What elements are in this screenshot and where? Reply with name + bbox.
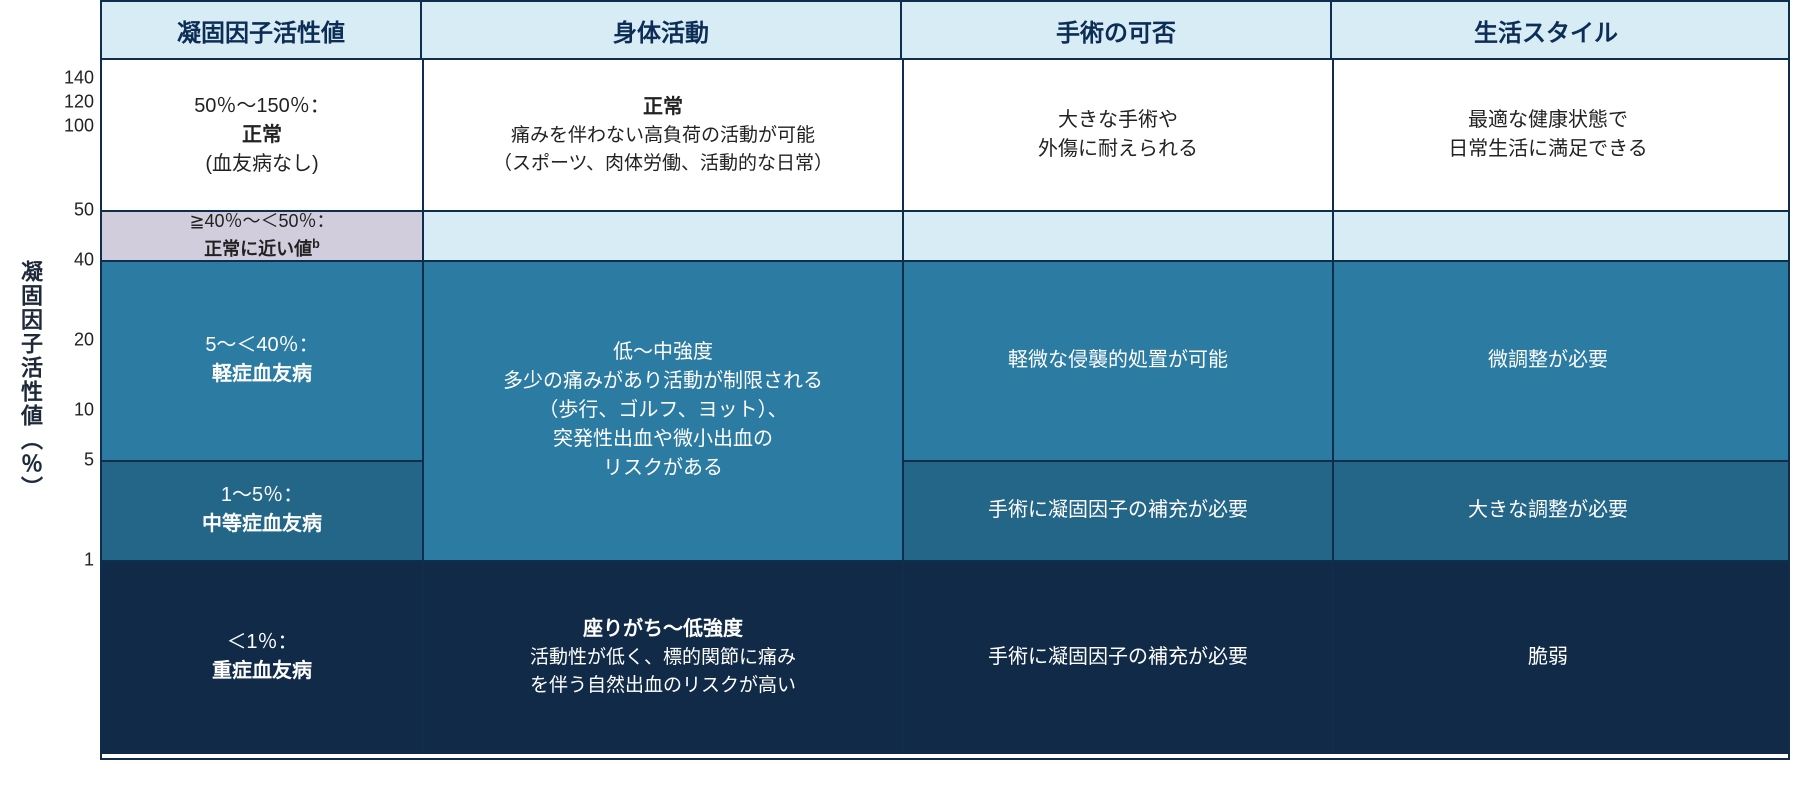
cell-mild-factor: 5〜＜40％： 軽症血友病 — [102, 260, 422, 460]
row-divider — [102, 460, 422, 462]
y-axis-title-container: 凝固因子活性値（％） — [10, 0, 50, 760]
text: 外傷に耐えられる — [1038, 135, 1198, 164]
text-bold: 正常に近い値b — [204, 235, 320, 262]
row-near-normal: ≧40％〜＜50％： 正常に近い値b — [102, 210, 1788, 260]
y-tick: 20 — [74, 330, 94, 351]
row-normal: 50％〜150％： 正常 (血友病なし) 正常 痛みを伴わない高負荷の活動が可能… — [102, 60, 1788, 210]
text: 痛みを伴わない高負荷の活動が可能 — [511, 122, 815, 150]
y-tick: 5 — [84, 450, 94, 471]
text: 正常に近い値 — [204, 239, 312, 259]
y-tick: 10 — [74, 400, 94, 421]
cell-normal-lifestyle: 最適な健康状態で 日常生活に満足できる — [1332, 60, 1762, 210]
row-moderate: 1〜5％： 中等症血友病 手術に凝固因子の補充が必要 大きな調整が必要 — [102, 460, 1788, 560]
table-body: 50％〜150％： 正常 (血友病なし) 正常 痛みを伴わない高負荷の活動が可能… — [100, 60, 1788, 760]
row-mild: 5〜＜40％： 軽症血友病 軽微な侵襲的処置が可能 微調整が必要 — [102, 260, 1788, 460]
y-axis-title: 凝固因子活性値（％） — [14, 260, 46, 500]
text: 1〜5％： — [221, 481, 303, 510]
text: を伴う自然出血のリスクが高い — [530, 672, 796, 700]
text: 多少の痛みがあり活動が制限される — [503, 367, 823, 396]
cell-severe-surgery: 手術に凝固因子の補充が必要 — [902, 560, 1332, 754]
text: 最適な健康状態で — [1468, 106, 1628, 135]
text: 大きな手術や — [1058, 106, 1178, 135]
cell-nearnormal-factor: ≧40％〜＜50％： 正常に近い値b — [102, 210, 422, 260]
text: 50％〜150％： — [194, 92, 330, 121]
cell-severe-lifestyle: 脆弱 — [1332, 560, 1762, 754]
text-bold: 正常 — [643, 93, 683, 122]
cell-mild-moderate-activity-merged: 低〜中強度 多少の痛みがあり活動が制限される （歩行、ゴルフ、ヨット）、 突発性… — [422, 260, 902, 560]
text: （歩行、ゴルフ、ヨット）、 — [538, 396, 787, 425]
cell-nearnormal-activity-empty — [422, 210, 902, 260]
cell-severe-activity: 座りがち〜低強度 活動性が低く、標的関節に痛み を伴う自然出血のリスクが高い — [422, 560, 902, 754]
col-header-lifestyle: 生活スタイル — [1330, 2, 1760, 58]
cell-normal-surgery: 大きな手術や 外傷に耐えられる — [902, 60, 1332, 210]
text: (血友病なし) — [205, 150, 318, 179]
text-bold: 座りがち〜低強度 — [583, 615, 743, 644]
cell-mild-surgery: 軽微な侵襲的処置が可能 — [902, 260, 1332, 460]
text: ≧40％〜＜50％： — [189, 208, 334, 234]
row-divider — [902, 460, 1788, 462]
cell-moderate-lifestyle: 大きな調整が必要 — [1332, 460, 1762, 560]
text-bold: 軽症血友病 — [212, 360, 312, 389]
cell-normal-activity: 正常 痛みを伴わない高負荷の活動が可能 （スポーツ、肉体労働、活動的な日常） — [422, 60, 902, 210]
text-bold: 中等症血友病 — [202, 510, 322, 539]
table-grid: 凝固因子活性値 身体活動 手術の可否 生活スタイル 50％〜150％： 正常 (… — [100, 0, 1790, 760]
cell-mild-lifestyle: 微調整が必要 — [1332, 260, 1762, 460]
text: （スポーツ、肉体労働、活動的な日常） — [493, 150, 833, 178]
text: 日常生活に満足できる — [1448, 135, 1648, 164]
text: 活動性が低く、標的関節に痛み — [530, 644, 796, 672]
text: ＜1％： — [226, 628, 297, 657]
text: リスクがある — [603, 454, 723, 483]
y-tick: 40 — [74, 250, 94, 271]
text: 5〜＜40％： — [205, 331, 318, 360]
text-bold: 正常 — [242, 121, 282, 150]
y-tick: 140 — [64, 68, 94, 89]
cell-moderate-factor: 1〜5％： 中等症血友病 — [102, 460, 422, 560]
text: 突発性出血や微小出血の — [553, 425, 773, 454]
col-header-factor: 凝固因子活性値 — [100, 2, 420, 58]
y-tick: 120 — [64, 92, 94, 113]
cell-moderate-surgery: 手術に凝固因子の補充が必要 — [902, 460, 1332, 560]
y-tick: 1 — [84, 550, 94, 571]
row-divider — [102, 210, 1788, 212]
y-tick: 50 — [74, 200, 94, 221]
footnote-b: b — [312, 237, 320, 251]
table-header-row: 凝固因子活性値 身体活動 手術の可否 生活スタイル — [100, 0, 1788, 60]
cell-normal-factor: 50％〜150％： 正常 (血友病なし) — [102, 60, 422, 210]
cell-nearnormal-lifestyle-empty — [1332, 210, 1762, 260]
text-bold: 重症血友病 — [212, 657, 312, 686]
col-header-surgery: 手術の可否 — [900, 2, 1330, 58]
row-divider — [102, 260, 1788, 262]
cell-nearnormal-surgery-empty — [902, 210, 1332, 260]
y-tick: 100 — [64, 116, 94, 137]
coagulation-factor-chart: 凝固因子活性値（％） 140 120 100 50 40 20 10 5 1 凝… — [10, 0, 1790, 760]
y-axis-ticks: 140 120 100 50 40 20 10 5 1 — [50, 0, 100, 760]
text-bold: 低〜中強度 — [613, 338, 713, 367]
cell-severe-factor: ＜1％： 重症血友病 — [102, 560, 422, 754]
row-divider — [102, 560, 1788, 562]
row-severe: ＜1％： 重症血友病 座りがち〜低強度 活動性が低く、標的関節に痛み を伴う自然… — [102, 560, 1788, 754]
col-header-activity: 身体活動 — [420, 2, 900, 58]
